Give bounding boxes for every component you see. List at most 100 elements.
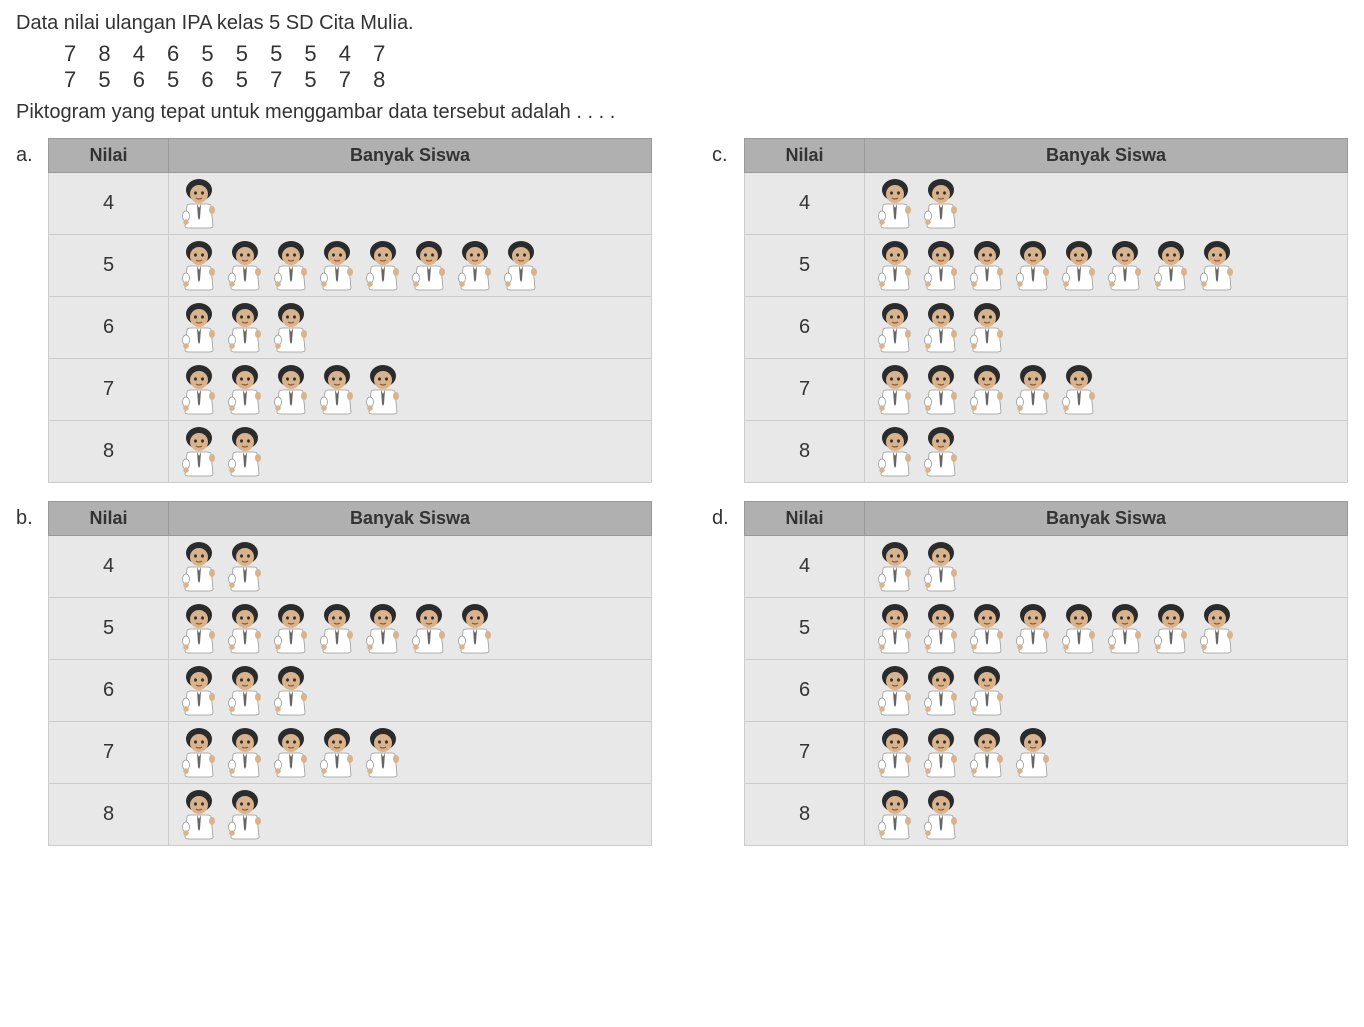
student-icon <box>919 541 963 593</box>
student-icon <box>223 789 267 841</box>
siswa-cell <box>865 359 1348 421</box>
icon-row <box>177 603 643 655</box>
icon-row <box>873 541 1339 593</box>
student-icon <box>361 364 405 416</box>
student-icon <box>177 364 221 416</box>
option: a.NilaiBanyak Siswa4 5 <box>16 138 652 483</box>
nilai-cell: 7 <box>745 359 865 421</box>
student-icon <box>1195 603 1239 655</box>
student-icon <box>1011 603 1055 655</box>
icon-row <box>177 789 643 841</box>
table-row: 8 <box>49 421 652 483</box>
student-icon <box>873 364 917 416</box>
siswa-cell <box>169 598 652 660</box>
icon-row <box>873 364 1339 416</box>
student-icon <box>1149 603 1193 655</box>
student-icon <box>315 603 359 655</box>
nilai-cell: 5 <box>49 235 169 297</box>
siswa-cell <box>865 421 1348 483</box>
table-row: 7 <box>49 722 652 784</box>
student-icon <box>269 364 313 416</box>
table-row: 4 <box>49 173 652 235</box>
student-icon <box>919 789 963 841</box>
student-icon <box>965 665 1009 717</box>
table-row: 7 <box>745 359 1348 421</box>
student-icon <box>873 727 917 779</box>
student-icon <box>1011 727 1055 779</box>
table-row: 5 <box>49 598 652 660</box>
student-icon <box>177 727 221 779</box>
nilai-cell: 4 <box>49 173 169 235</box>
nilai-cell: 6 <box>745 660 865 722</box>
student-icon <box>453 240 497 292</box>
table-row: 5 <box>745 598 1348 660</box>
icon-row <box>177 541 643 593</box>
table-row: 8 <box>49 784 652 846</box>
pictogram-table: NilaiBanyak Siswa4 5 <box>744 138 1348 483</box>
header-nilai: Nilai <box>745 502 865 536</box>
student-icon <box>1057 364 1101 416</box>
student-icon <box>919 603 963 655</box>
student-icon <box>269 240 313 292</box>
nilai-cell: 4 <box>745 536 865 598</box>
nilai-cell: 7 <box>49 359 169 421</box>
siswa-cell <box>169 235 652 297</box>
table-row: 8 <box>745 784 1348 846</box>
option-label: b. <box>16 501 38 530</box>
header-nilai: Nilai <box>49 502 169 536</box>
student-icon <box>453 603 497 655</box>
student-icon <box>177 789 221 841</box>
nilai-cell: 6 <box>745 297 865 359</box>
nilai-cell: 8 <box>745 421 865 483</box>
option-label: d. <box>712 501 734 530</box>
student-icon <box>1011 240 1055 292</box>
option: b. NilaiBanyak Siswa4 5 <box>16 501 652 846</box>
icon-row <box>177 364 643 416</box>
student-icon <box>965 727 1009 779</box>
student-icon <box>919 727 963 779</box>
student-icon <box>315 240 359 292</box>
icon-row <box>177 240 643 292</box>
student-icon <box>407 603 451 655</box>
icon-row <box>873 178 1339 230</box>
siswa-cell <box>169 536 652 598</box>
student-icon <box>873 603 917 655</box>
icon-row <box>873 240 1339 292</box>
student-icon <box>873 541 917 593</box>
student-icon <box>223 302 267 354</box>
siswa-cell <box>169 359 652 421</box>
header-banyak-siswa: Banyak Siswa <box>865 139 1348 173</box>
nilai-cell: 6 <box>49 660 169 722</box>
student-icon <box>1195 240 1239 292</box>
nilai-cell: 8 <box>49 784 169 846</box>
student-icon <box>965 364 1009 416</box>
student-icon <box>1057 240 1101 292</box>
header-nilai: Nilai <box>49 139 169 173</box>
student-icon <box>223 665 267 717</box>
siswa-cell <box>865 235 1348 297</box>
student-icon <box>223 541 267 593</box>
student-icon <box>361 727 405 779</box>
icon-row <box>873 789 1339 841</box>
option-label: c. <box>712 138 734 167</box>
pictogram-table: NilaiBanyak Siswa4 5 <box>48 501 652 846</box>
table-row: 6 <box>49 660 652 722</box>
student-icon <box>223 364 267 416</box>
student-icon <box>873 240 917 292</box>
icon-row <box>177 302 643 354</box>
student-icon <box>269 603 313 655</box>
icon-row <box>177 727 643 779</box>
student-icon <box>177 426 221 478</box>
siswa-cell <box>169 660 652 722</box>
header-banyak-siswa: Banyak Siswa <box>169 139 652 173</box>
icon-row <box>177 665 643 717</box>
table-row: 5 <box>745 235 1348 297</box>
nilai-cell: 8 <box>49 421 169 483</box>
table-row: 4 <box>745 536 1348 598</box>
student-icon <box>919 302 963 354</box>
nilai-cell: 5 <box>745 598 865 660</box>
student-icon <box>361 240 405 292</box>
table-row: 6 <box>49 297 652 359</box>
student-icon <box>315 364 359 416</box>
nilai-cell: 5 <box>49 598 169 660</box>
